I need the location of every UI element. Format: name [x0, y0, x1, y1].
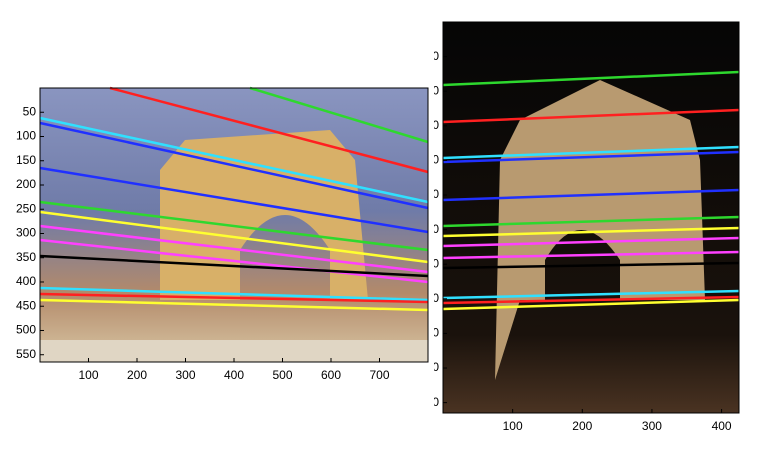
x-tick-label: 400	[224, 368, 244, 382]
x-tick-label: 300	[175, 368, 195, 382]
ground	[40, 340, 428, 362]
y-tick-label: 500	[16, 323, 36, 337]
right-plot: 1002003004005010015020025030035040045050…	[419, 21, 740, 433]
epipolar-lines	[39, 86, 429, 312]
y-tick-label: 300	[16, 226, 36, 240]
x-tick-label: 100	[78, 368, 98, 382]
x-tick-label: 100	[503, 419, 523, 433]
x-tick-label: 700	[369, 368, 389, 382]
y-tick-label: 400	[16, 274, 36, 288]
y-tick-label: 250	[16, 201, 36, 215]
y-tick-label: 350	[16, 250, 36, 264]
y-tick-label: 200	[16, 177, 36, 191]
left-plot: 100 200 300 400 500 600 700 50 100 150 200 250 300 35…	[16, 86, 429, 382]
x-tick-label: 500	[272, 368, 292, 382]
x-tick-label: 600	[321, 368, 341, 382]
axes-box	[442, 21, 740, 414]
x-tick-label: 400	[712, 419, 732, 433]
y-tick-label: 150	[16, 153, 36, 167]
x-tick-label: 200	[572, 419, 592, 433]
x-tick-label: 300	[642, 419, 662, 433]
y-tick-label: 450	[16, 298, 36, 312]
y-tick-label: 50	[23, 104, 37, 118]
epipolar-lines	[442, 70, 740, 311]
y-tick-label: 550	[16, 347, 36, 361]
x-tick-label: 200	[127, 368, 147, 382]
y-tick-label: 100	[16, 129, 36, 143]
